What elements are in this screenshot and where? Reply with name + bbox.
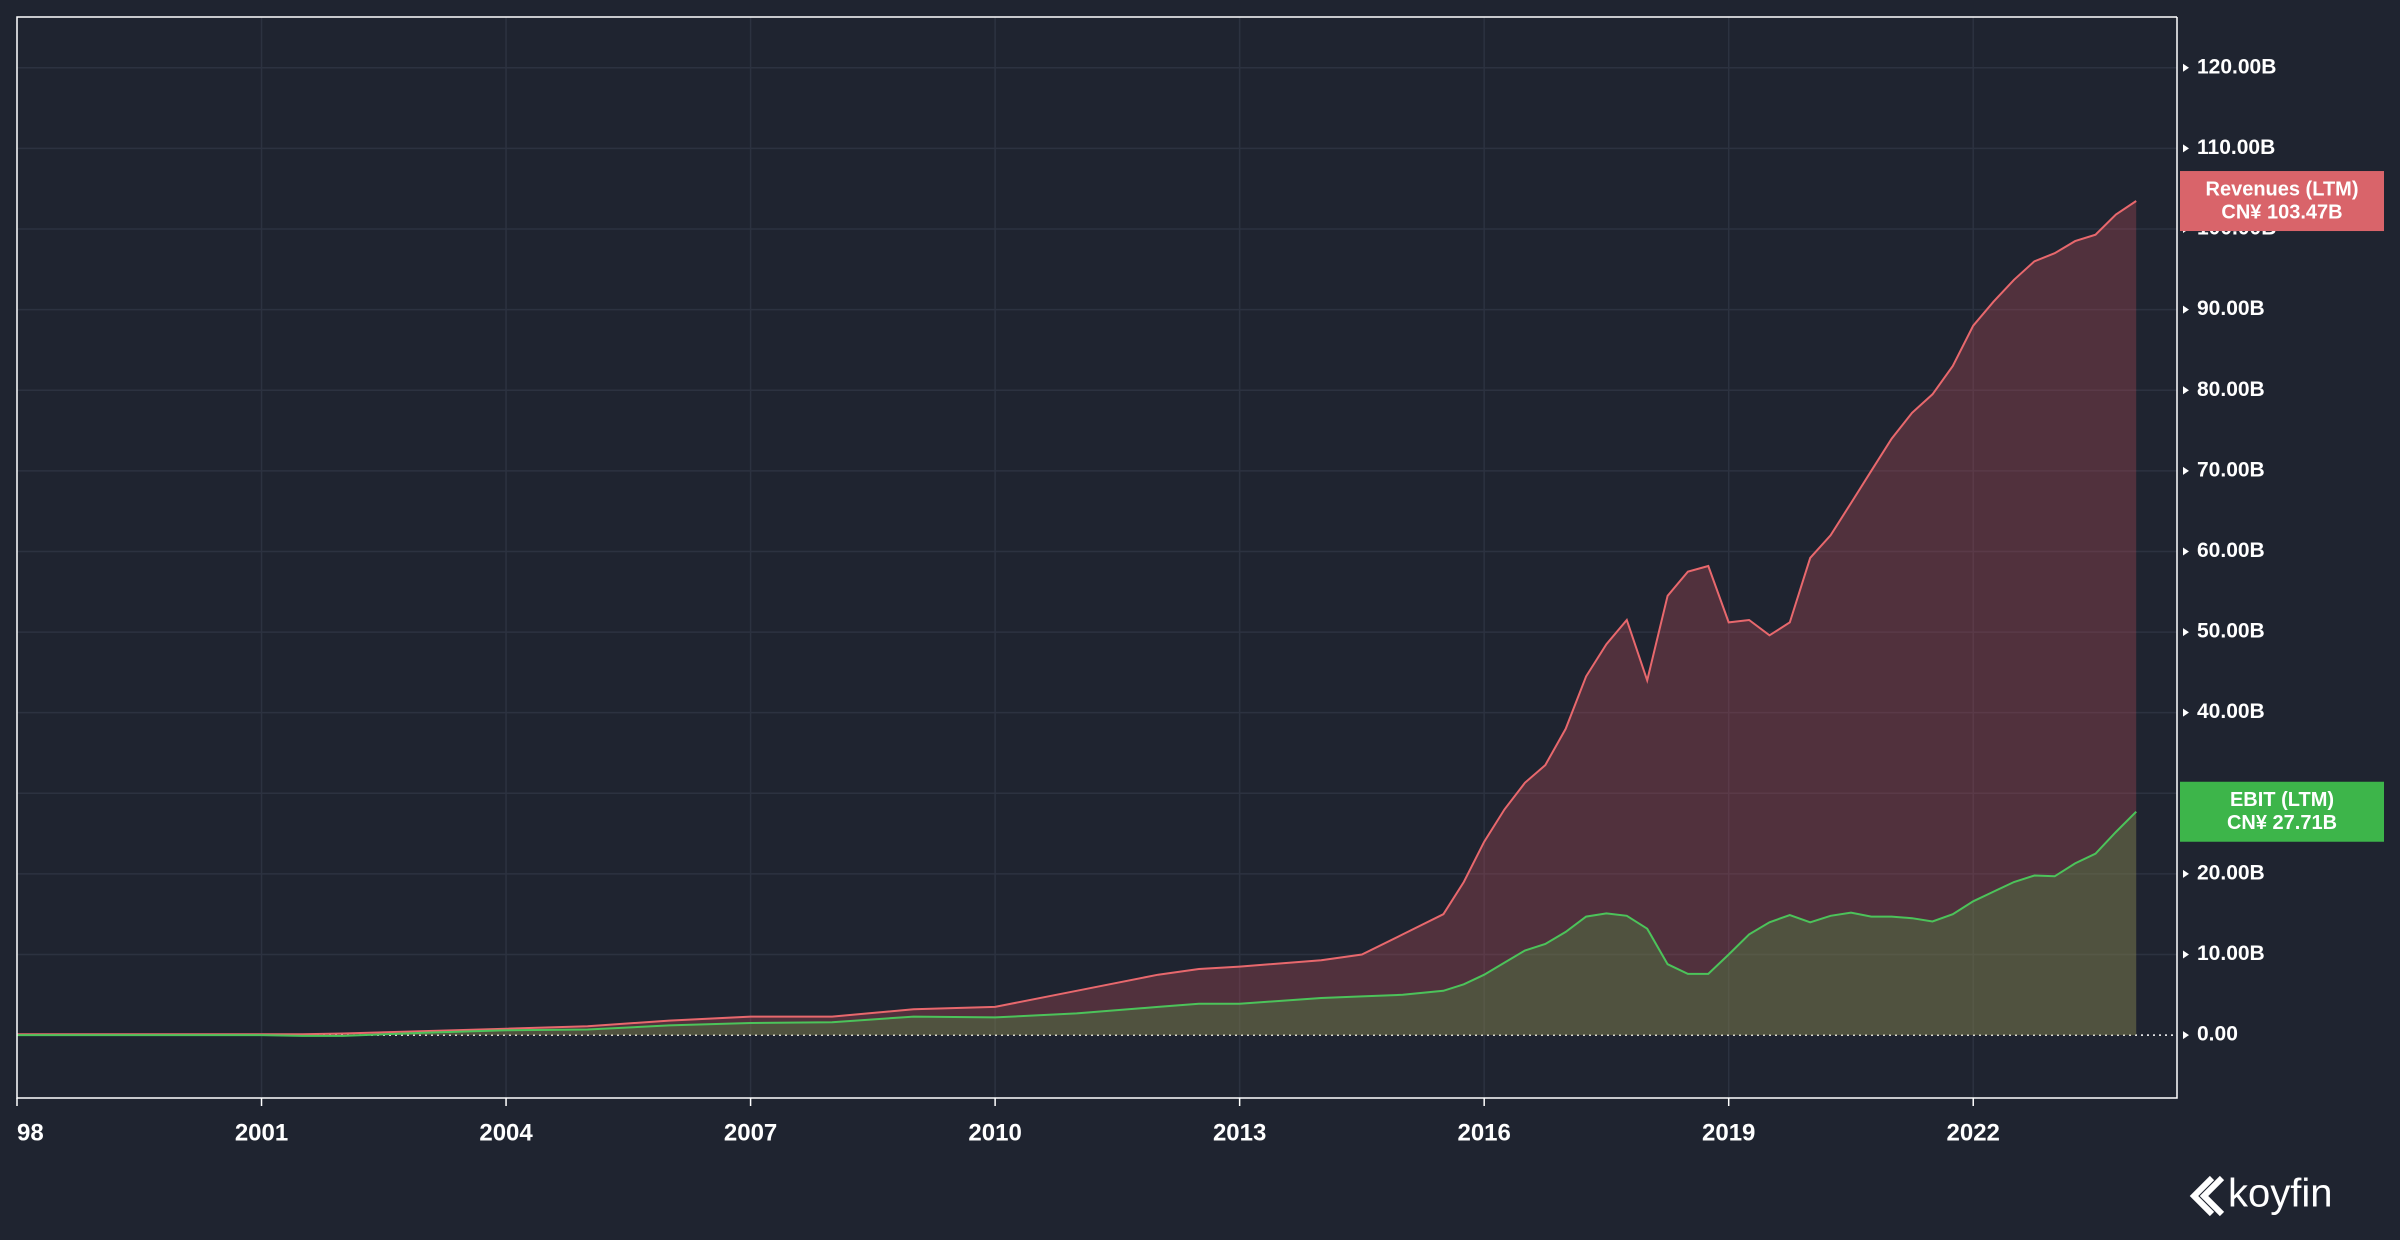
series-area bbox=[17, 811, 2137, 1036]
y-tick bbox=[2183, 1031, 2189, 1040]
y-tick bbox=[2183, 708, 2189, 717]
y-tick bbox=[2183, 950, 2189, 959]
plot-border bbox=[16, 16, 2178, 1099]
y-tick-label: 120.00B bbox=[2197, 55, 2276, 78]
y-tick bbox=[2183, 305, 2189, 314]
x-tick-label: 2013 bbox=[1213, 1119, 1266, 1146]
y-tick-label: 10.00B bbox=[2197, 942, 2265, 965]
series-area bbox=[17, 201, 2137, 1036]
y-tick-label: 60.00B bbox=[2197, 539, 2265, 562]
y-tick-label: 20.00B bbox=[2197, 861, 2265, 884]
x-tick-label: 98 bbox=[17, 1119, 44, 1146]
plot-area: 98 2001 2004 2007 2010 2013 2016 2019 2022 0.00 10… bbox=[16, 16, 2384, 1146]
x-tick-label: 2004 bbox=[479, 1119, 533, 1146]
logo: koyfin bbox=[2189, 1172, 2333, 1217]
y-tick-label: 110.00B bbox=[2197, 136, 2275, 159]
y-tick-label: 70.00B bbox=[2197, 458, 2265, 481]
data-label: CN¥ 103.47B bbox=[2221, 201, 2342, 223]
y-tick bbox=[2183, 869, 2189, 878]
x-tick-label: 2001 bbox=[235, 1119, 288, 1146]
y-tick-label: 50.00B bbox=[2197, 620, 2265, 643]
y-tick-label: 90.00B bbox=[2197, 297, 2265, 320]
y-tick-label: 80.00B bbox=[2197, 378, 2265, 401]
y-tick bbox=[2183, 144, 2189, 153]
y-tick bbox=[2183, 466, 2189, 475]
logo-text: koyfin bbox=[2228, 1172, 2333, 1216]
tag-box bbox=[2180, 171, 2384, 232]
legend-label: EBIT (LTM) bbox=[2230, 789, 2334, 811]
logo-icon bbox=[2189, 1175, 2225, 1217]
series-line bbox=[17, 810, 2137, 1037]
x-tick-label: 2022 bbox=[1947, 1119, 2000, 1146]
y-tick-label: 0.00 bbox=[2197, 1023, 2238, 1046]
x-tick-label: 2007 bbox=[724, 1119, 777, 1146]
data-label: CN¥ 27.71B bbox=[2227, 812, 2337, 834]
x-tick-label: 2010 bbox=[968, 1119, 1021, 1146]
x-tick-label: 2016 bbox=[1457, 1119, 1510, 1146]
y-tick bbox=[2183, 547, 2189, 556]
x-tick-label: 2019 bbox=[1702, 1119, 1755, 1146]
y-tick bbox=[2183, 63, 2189, 72]
y-tick-label: 40.00B bbox=[2197, 700, 2265, 723]
legend-label: Revenues (LTM) bbox=[2206, 178, 2359, 200]
last-value-tag: EBIT (LTM)CN¥ 27.71B bbox=[2180, 781, 2384, 842]
tag-box bbox=[2180, 781, 2384, 842]
last-value-tag: Revenues (LTM)CN¥ 103.47B bbox=[2180, 171, 2384, 232]
series-line bbox=[17, 200, 2137, 1036]
y-tick bbox=[2183, 628, 2189, 637]
y-tick bbox=[2183, 386, 2189, 395]
